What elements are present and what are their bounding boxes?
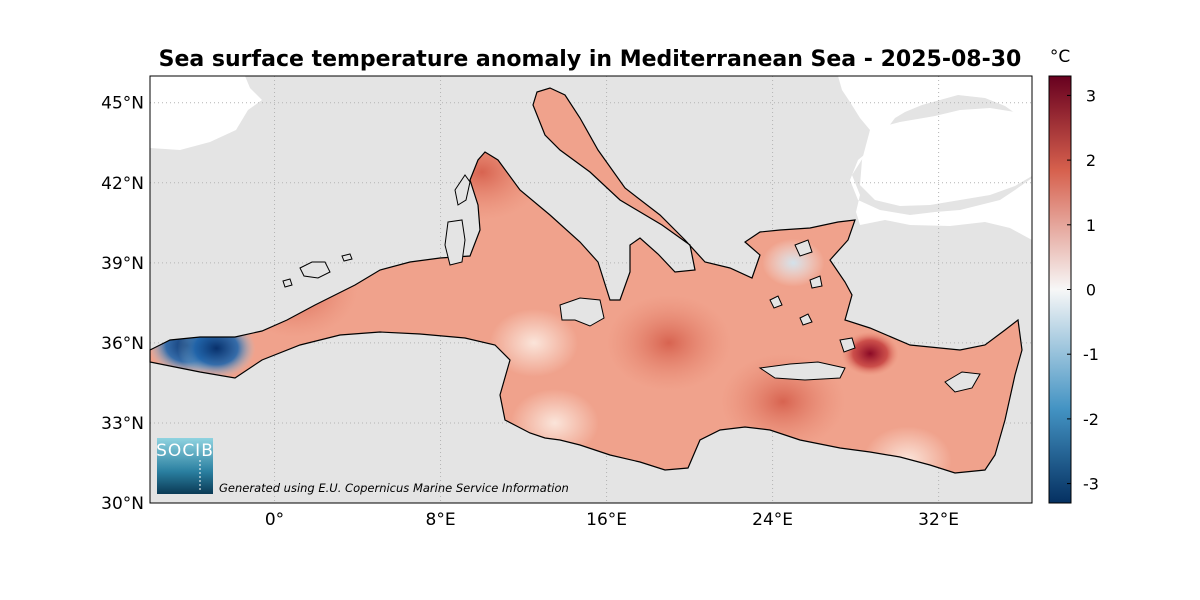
colorbar-ticks: 3 2 1 0 -1 -2 -3 xyxy=(1067,86,1099,494)
colorbar-tick-label: 2 xyxy=(1086,151,1096,170)
anomaly-ionian-warm xyxy=(606,294,732,391)
longitude-axis: 0° 8°E 16°E 24°E 32°E xyxy=(265,510,959,530)
map-frame xyxy=(149,75,1033,504)
lat-tick-label: 30°N xyxy=(101,494,144,514)
colorbar-tick-label: 0 xyxy=(1086,281,1096,300)
lon-tick-label: 8°E xyxy=(426,510,456,530)
crete-island xyxy=(758,361,846,381)
chios-island xyxy=(809,275,823,289)
lat-tick-label: 33°N xyxy=(101,414,144,434)
colorbar-tick-label: 3 xyxy=(1086,86,1096,105)
mallorca-island xyxy=(299,261,331,279)
colorbar-tick-label: 1 xyxy=(1086,216,1096,235)
map-title: Sea surface temperature anomaly in Medit… xyxy=(159,47,1022,72)
lat-tick-label: 36°N xyxy=(101,334,144,354)
colorbar-tick-label: -3 xyxy=(1083,475,1099,494)
lon-tick-label: 32°E xyxy=(918,510,959,530)
lon-tick-label: 16°E xyxy=(586,510,627,530)
corsica-island xyxy=(454,174,471,206)
lon-tick-label: 0° xyxy=(265,510,284,530)
menorca-island xyxy=(341,253,353,262)
mediterranean-coastline xyxy=(149,87,1023,474)
lon-tick-label: 24°E xyxy=(752,510,793,530)
sicily-island xyxy=(559,297,605,327)
colorbar-unit: °C xyxy=(1050,47,1070,67)
sardinia-island xyxy=(444,219,466,266)
lat-tick-label: 42°N xyxy=(101,174,144,194)
latitude-axis: 30°N 33°N 36°N 39°N 42°N 45°N xyxy=(101,94,144,514)
islands xyxy=(282,174,981,393)
colorbar-tick-label: -2 xyxy=(1083,410,1099,429)
ibiza-island xyxy=(282,278,293,288)
lat-tick-label: 39°N xyxy=(101,254,144,274)
black-sea-white xyxy=(860,108,1032,206)
anomaly-levantine-hotspot xyxy=(841,331,899,376)
lat-tick-label: 45°N xyxy=(101,94,144,114)
anomaly-sicily-channel-cool xyxy=(489,308,579,377)
aegean-islet-1 xyxy=(769,295,783,309)
socib-logo-box xyxy=(157,438,213,494)
socib-logo-text: SOCIB xyxy=(156,441,214,461)
credit-text: Generated using E.U. Copernicus Marine S… xyxy=(219,481,569,495)
socib-logo: SOCIB xyxy=(156,438,214,494)
cyprus-island xyxy=(944,371,981,393)
rhodes-island xyxy=(839,337,856,353)
aegean-islet-2 xyxy=(799,313,813,326)
france-unmapped-land xyxy=(150,76,262,150)
colorbar-tick-label: -1 xyxy=(1083,345,1099,364)
lesbos-island xyxy=(794,239,813,257)
black-sea-region-land xyxy=(838,76,1032,240)
